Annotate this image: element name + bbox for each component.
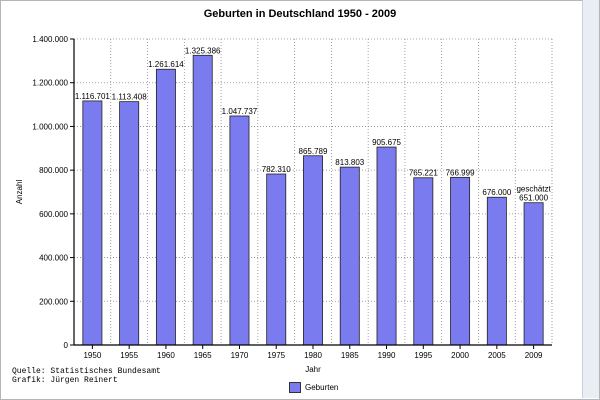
bar-value-label: 905.675: [372, 138, 401, 147]
bar-value-label: 1.116.701: [75, 92, 111, 101]
bar-value-label: 676.000: [482, 188, 511, 197]
bar-value-label: 782.310: [262, 165, 291, 174]
bar: [339, 166, 360, 346]
bar-value-label: 651.000: [519, 194, 548, 203]
bar-value-label: 1.325.386: [185, 46, 221, 55]
bar: [303, 155, 323, 346]
bar-value-label: 1.261.614: [148, 60, 184, 69]
y-tick-label: 1.400.000: [32, 35, 68, 44]
bar: [266, 173, 287, 346]
bar: [523, 202, 544, 346]
y-tick-label: 1.200.000: [32, 79, 68, 88]
y-tick-label: 1.000.000: [32, 122, 68, 131]
y-tick-label: 200.000: [39, 297, 68, 306]
y-axis-title: Anzahl: [15, 180, 24, 205]
x-tick-label: 1965: [194, 351, 212, 360]
bar-annotation: geschätzt: [516, 185, 551, 194]
x-tick-label: 1980: [304, 351, 322, 360]
bar-value-label: 1.047.737: [222, 107, 258, 116]
bar-value-label: 766.999: [446, 168, 475, 177]
x-axis-title: Jahr: [305, 365, 321, 374]
bar-value-label: 813.803: [335, 158, 364, 167]
x-tick-label: 1960: [157, 351, 175, 360]
x-tick-label: 1985: [341, 351, 359, 360]
x-tick-label: 1950: [83, 351, 101, 360]
legend: Geburten: [289, 381, 338, 393]
bar: [486, 196, 507, 346]
bar: [155, 68, 176, 346]
bar: [376, 146, 397, 346]
credit-line: Grafik: Jürgen Reinert: [12, 376, 118, 385]
y-tick-label: 600.000: [39, 210, 68, 219]
bar: [413, 177, 434, 346]
chart-title: Geburten in Deutschland 1950 - 2009: [203, 8, 397, 20]
legend-swatch: [289, 381, 301, 393]
x-tick-label: 1975: [267, 351, 285, 360]
x-tick-label: 1955: [120, 351, 138, 360]
window-edge: [582, 0, 599, 398]
bar-value-label: 765.221: [409, 169, 438, 178]
bar-value-label: 865.789: [299, 147, 328, 156]
x-tick-label: 2000: [451, 351, 469, 360]
source-line: Quelle: Statistisches Bundesamt: [12, 367, 161, 376]
y-tick-label: 0: [64, 341, 69, 350]
source-note: Quelle: Statistisches Bundesamt Grafik: …: [12, 367, 161, 385]
bar: [192, 54, 213, 346]
bar: [450, 176, 471, 346]
x-tick-label: 1970: [231, 351, 249, 360]
y-tick-label: 800.000: [39, 166, 68, 175]
y-tick-label: 400.000: [39, 254, 68, 263]
legend-label: Geburten: [305, 382, 339, 392]
bar: [82, 100, 103, 346]
bar: [229, 115, 250, 346]
bar: [119, 101, 140, 346]
x-tick-label: 1995: [414, 351, 432, 360]
x-tick-label: 2005: [488, 351, 506, 360]
bar-value-label: 1.113.408: [112, 93, 148, 102]
x-tick-label: 2009: [525, 351, 543, 360]
x-tick-label: 1990: [378, 351, 396, 360]
